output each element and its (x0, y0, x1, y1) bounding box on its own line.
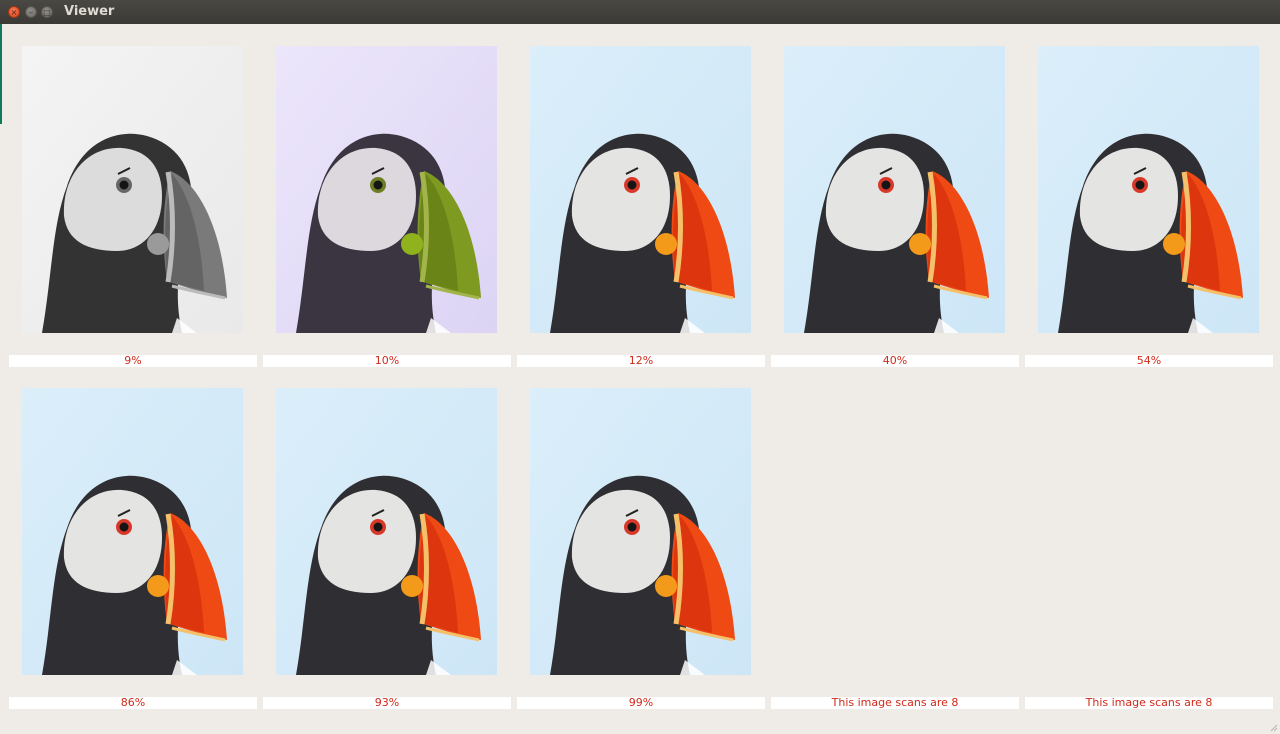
close-icon[interactable]: × (8, 6, 20, 18)
grid-cell: 10% (263, 46, 511, 368)
grid-cell: 9% (9, 46, 257, 368)
grid-cell: 99% (517, 388, 765, 710)
grid-cell: This image scans are 8 (771, 388, 1019, 710)
image-caption: 12% (517, 355, 765, 367)
window-title: Viewer (64, 4, 115, 19)
grid-cell: 40% (771, 46, 1019, 368)
puffin-thumbnail[interactable] (784, 46, 1005, 333)
puffin-thumbnail[interactable] (22, 388, 243, 675)
puffin-thumbnail[interactable] (22, 46, 243, 333)
window-left-accent (0, 24, 2, 124)
grid-cell: 12% (517, 46, 765, 368)
image-caption: 93% (263, 697, 511, 709)
image-caption: This image scans are 8 (771, 697, 1019, 709)
resize-grip-icon[interactable] (1270, 724, 1278, 732)
image-caption: This image scans are 8 (1025, 697, 1273, 709)
puffin-thumbnail[interactable] (276, 46, 497, 333)
puffin-thumbnail[interactable] (276, 388, 497, 675)
image-caption: 86% (9, 697, 257, 709)
image-caption: 99% (517, 697, 765, 709)
image-caption: 9% (9, 355, 257, 367)
image-caption: 10% (263, 355, 511, 367)
minimize-icon[interactable]: – (25, 6, 37, 18)
image-caption: 54% (1025, 355, 1273, 367)
puffin-thumbnail[interactable] (530, 46, 751, 333)
grid-cell: This image scans are 8 (1025, 388, 1273, 710)
maximize-icon[interactable]: □ (41, 6, 53, 18)
window-titlebar[interactable]: × – □ Viewer (0, 0, 1280, 24)
grid-cell: 86% (9, 388, 257, 710)
grid-cell: 54% (1025, 46, 1273, 368)
grid-cell: 93% (263, 388, 511, 710)
image-caption: 40% (771, 355, 1019, 367)
puffin-thumbnail[interactable] (1038, 46, 1259, 333)
puffin-thumbnail[interactable] (530, 388, 751, 675)
